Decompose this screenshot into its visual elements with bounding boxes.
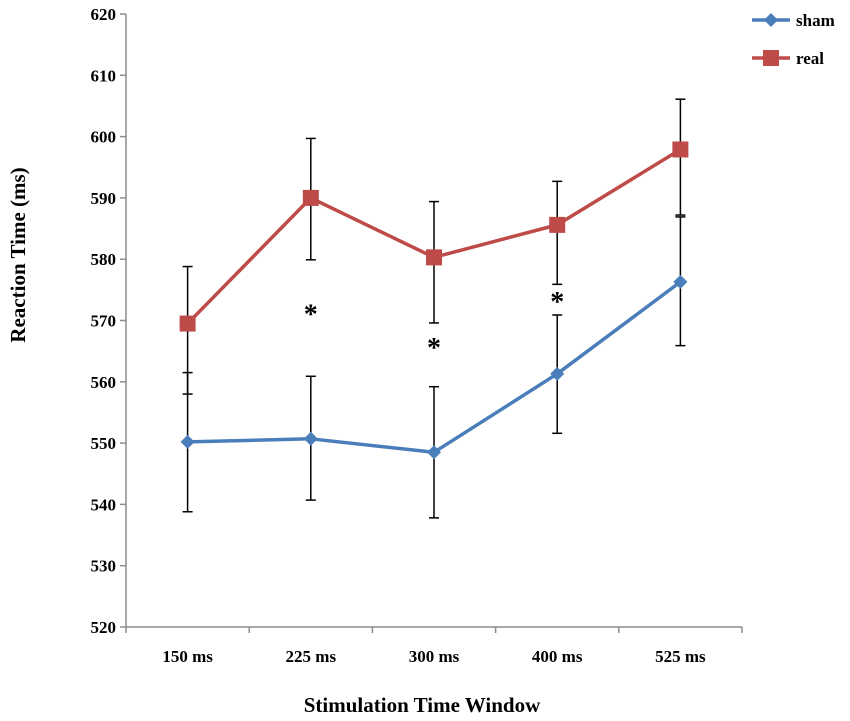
y-tick-label: 560 bbox=[91, 373, 117, 392]
data-point-sham bbox=[673, 274, 688, 289]
data-point-real bbox=[672, 141, 689, 158]
y-axis-title: Reaction Time (ms) bbox=[6, 167, 30, 342]
data-point-sham bbox=[427, 445, 441, 460]
x-tick-label: 225 ms bbox=[286, 647, 337, 666]
annotations: * * * bbox=[304, 287, 564, 364]
y-tick-label: 590 bbox=[91, 189, 117, 208]
legend-item-real: real bbox=[752, 49, 824, 68]
y-axis: 520 530 540 550 560 570 580 590 600 610 620 bbox=[91, 5, 127, 637]
y-tick-label: 570 bbox=[91, 312, 117, 331]
x-axis: 150 ms 225 ms 300 ms 400 ms 525 ms bbox=[125, 626, 743, 666]
y-tick-label: 580 bbox=[91, 250, 117, 269]
data-point-real bbox=[549, 216, 566, 233]
y-tick-label: 620 bbox=[91, 5, 117, 24]
y-tick-label: 610 bbox=[91, 66, 117, 85]
data-point-sham bbox=[180, 434, 195, 449]
data-point-real bbox=[302, 189, 319, 206]
x-tick-label: 150 ms bbox=[162, 647, 213, 666]
y-tick-label: 550 bbox=[91, 434, 117, 453]
y-tick-label: 600 bbox=[91, 128, 117, 147]
legend-marker bbox=[764, 13, 778, 27]
x-tick-label: 300 ms bbox=[409, 647, 460, 666]
legend-label: real bbox=[796, 49, 824, 68]
data-point-real bbox=[426, 249, 442, 266]
data-point-real bbox=[179, 315, 196, 332]
legend-marker bbox=[763, 50, 779, 66]
markers bbox=[179, 141, 689, 460]
legend-item-sham: sham bbox=[752, 11, 835, 30]
y-tick-label: 540 bbox=[91, 495, 117, 514]
legend-label: sham bbox=[796, 11, 835, 30]
x-tick-label: 400 ms bbox=[532, 647, 583, 666]
significance-asterisk: * bbox=[550, 287, 564, 318]
significance-asterisk: * bbox=[427, 333, 441, 364]
y-tick-label: 520 bbox=[91, 618, 117, 637]
y-tick-label: 530 bbox=[91, 557, 117, 576]
data-point-sham bbox=[550, 366, 565, 381]
x-tick-label: 525 ms bbox=[655, 647, 706, 666]
data-point-sham bbox=[303, 431, 318, 446]
x-axis-title: Stimulation Time Window bbox=[304, 693, 541, 717]
legend: sham real bbox=[752, 11, 835, 68]
significance-asterisk: * bbox=[304, 299, 318, 330]
